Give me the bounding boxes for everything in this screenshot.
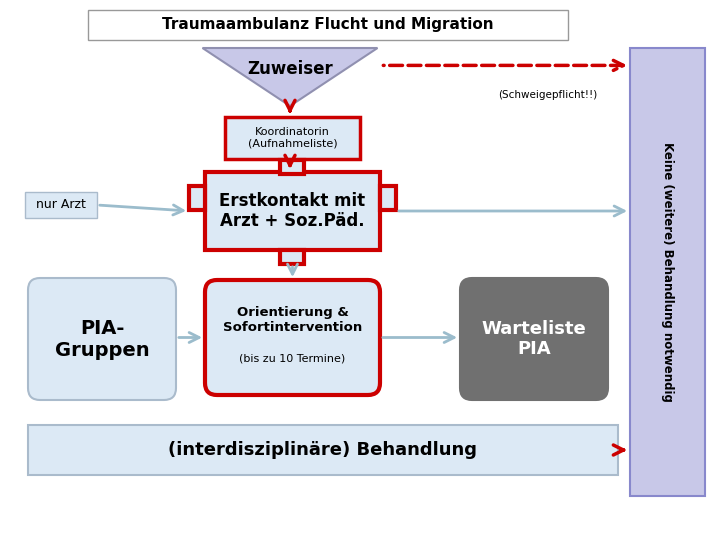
Text: Koordinatorin
(Aufnahmeliste): Koordinatorin (Aufnahmeliste) — [248, 127, 337, 149]
Bar — [380, 186, 396, 210]
Bar — [280, 250, 304, 264]
Text: Keine (weitere) Behandlung notwendig: Keine (weitere) Behandlung notwendig — [661, 142, 674, 402]
FancyBboxPatch shape — [28, 278, 176, 400]
Bar — [630, 48, 705, 496]
Bar — [189, 186, 205, 210]
Bar — [205, 172, 380, 250]
Text: nur Arzt: nur Arzt — [36, 199, 86, 212]
Text: Zuweiser: Zuweiser — [247, 60, 333, 78]
FancyBboxPatch shape — [460, 278, 608, 400]
Text: PIA-
Gruppen: PIA- Gruppen — [55, 319, 149, 360]
Bar — [28, 425, 618, 475]
Text: Erstkontakt mit
Arzt + Soz.Päd.: Erstkontakt mit Arzt + Soz.Päd. — [220, 192, 366, 231]
Bar — [88, 10, 568, 40]
Text: Orientierung &
Sofortintervention: Orientierung & Sofortintervention — [223, 306, 362, 334]
Bar — [280, 160, 304, 174]
Text: Warteliste
PIA: Warteliste PIA — [482, 320, 586, 359]
FancyBboxPatch shape — [205, 280, 380, 395]
Bar — [25, 192, 97, 218]
Text: Traumaambulanz Flucht und Migration: Traumaambulanz Flucht und Migration — [162, 17, 494, 32]
Polygon shape — [202, 48, 377, 106]
Text: (interdisziplinäre) Behandlung: (interdisziplinäre) Behandlung — [168, 441, 477, 459]
Text: (bis zu 10 Termine): (bis zu 10 Termine) — [239, 353, 346, 363]
Text: (Schweigepflicht!!): (Schweigepflicht!!) — [498, 90, 598, 100]
Bar — [225, 117, 360, 159]
